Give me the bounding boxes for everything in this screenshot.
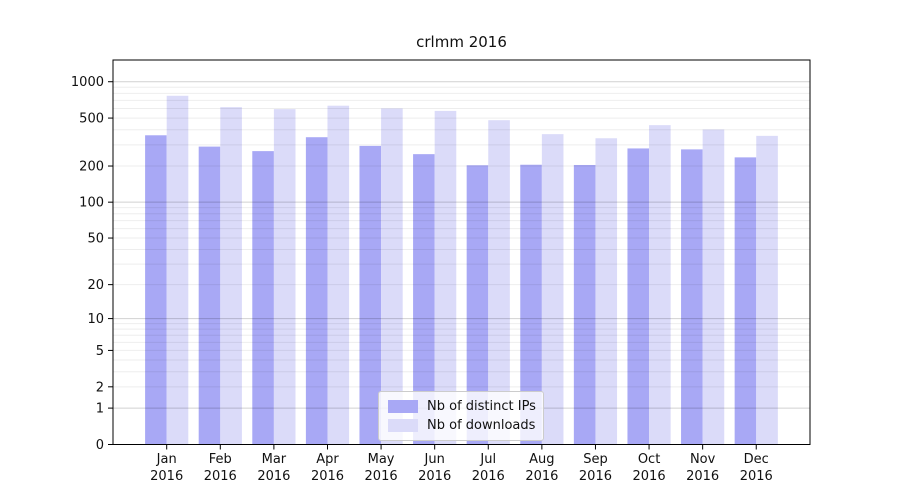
y-tick-label-1000: 1000	[71, 75, 104, 90]
bar-nb-of-distinct-ips-may-2016	[359, 145, 382, 445]
bar-nb-of-distinct-ips-feb-2016	[198, 146, 221, 445]
x-tick-label-year-mar-2016: 2016	[257, 469, 290, 484]
plot-border	[112, 59, 811, 445]
bar-nb-of-distinct-ips-apr-2016	[305, 137, 328, 445]
bar-nb-of-downloads-feb-2016	[220, 107, 242, 445]
x-tick-label-month-apr: Apr	[316, 452, 339, 467]
bar-nb-of-distinct-ips-dec-2016	[734, 157, 757, 445]
bar-nb-of-distinct-ips-mar-2016	[252, 151, 274, 445]
legend-item-distinct-ips: Nb of distinct IPs	[388, 397, 543, 416]
x-tick-label-year-may-2016: 2016	[365, 469, 398, 484]
x-tick-label-month-oct: Oct	[638, 452, 660, 467]
x-tick-label-year-oct-2016: 2016	[633, 469, 666, 484]
y-tick-label-20: 20	[87, 278, 104, 293]
y-tick-label-2: 2	[96, 380, 104, 395]
bar-nb-of-downloads-jul-2016	[488, 120, 510, 445]
bar-nb-of-downloads-apr-2016	[327, 105, 350, 445]
bar-nb-of-downloads-sep-2016	[595, 138, 618, 445]
bar-nb-of-downloads-jan-2016	[166, 95, 189, 445]
bar-nb-of-distinct-ips-nov-2016	[681, 149, 703, 445]
x-tick-label-month-nov: Nov	[690, 452, 716, 467]
y-tick-label-100: 100	[79, 196, 104, 211]
y-tick-label-0: 0	[96, 438, 104, 453]
x-tick-label-year-jan-2016: 2016	[150, 469, 183, 484]
legend-item-downloads: Nb of downloads	[388, 416, 543, 435]
x-tick-label-year-aug-2016: 2016	[525, 469, 558, 484]
legend-swatch-downloads	[388, 419, 418, 432]
bar-nb-of-distinct-ips-jul-2016	[466, 165, 489, 445]
x-tick-label-year-jun-2016: 2016	[418, 469, 451, 484]
bar-nb-of-distinct-ips-oct-2016	[627, 148, 650, 445]
x-tick-label-month-sep: Sep	[583, 452, 608, 467]
x-tick-label-year-feb-2016: 2016	[204, 469, 237, 484]
x-tick-label-month-mar: Mar	[262, 452, 287, 467]
y-tick-label-200: 200	[79, 160, 104, 175]
bar-nb-of-distinct-ips-jan-2016	[145, 135, 167, 445]
bar-nb-of-downloads-jun-2016	[434, 110, 457, 445]
legend-label-downloads: Nb of downloads	[427, 418, 536, 433]
x-tick-label-year-dec-2016: 2016	[740, 469, 773, 484]
x-tick-label-month-jan: Jan	[156, 452, 177, 467]
x-tick-label-month-jun: Jun	[424, 452, 445, 467]
bar-nb-of-downloads-mar-2016	[273, 109, 296, 445]
x-tick-label-month-aug: Aug	[529, 452, 554, 467]
bar-nb-of-downloads-oct-2016	[649, 125, 671, 445]
x-tick-label-month-dec: Dec	[744, 452, 769, 467]
legend: Nb of distinct IPs Nb of downloads	[378, 391, 544, 441]
x-tick-label-year-nov-2016: 2016	[686, 469, 719, 484]
y-tick-label-10: 10	[87, 312, 104, 327]
x-tick-label-month-feb: Feb	[209, 452, 232, 467]
bar-nb-of-downloads-nov-2016	[702, 129, 725, 445]
bar-nb-of-downloads-dec-2016	[756, 135, 778, 445]
legend-swatch-distinct-ips	[388, 400, 418, 413]
x-tick-label-month-jul: Jul	[479, 452, 496, 467]
x-tick-label-year-jul-2016: 2016	[472, 469, 505, 484]
legend-label-distinct-ips: Nb of distinct IPs	[427, 399, 536, 414]
x-tick-label-year-apr-2016: 2016	[311, 469, 344, 484]
chart-title: crlmm 2016	[416, 33, 507, 51]
x-tick-label-month-may: May	[368, 452, 395, 467]
y-tick-label-50: 50	[87, 232, 104, 247]
y-tick-label-1: 1	[96, 402, 104, 417]
x-tick-label-year-sep-2016: 2016	[579, 469, 612, 484]
y-tick-label-5: 5	[96, 344, 104, 359]
bar-nb-of-downloads-may-2016	[381, 108, 403, 445]
bar-nb-of-distinct-ips-sep-2016	[573, 164, 596, 445]
y-tick-label-500: 500	[79, 112, 104, 127]
bar-nb-of-distinct-ips-jun-2016	[413, 154, 435, 445]
bar-nb-of-distinct-ips-aug-2016	[520, 164, 542, 445]
bar-nb-of-downloads-aug-2016	[541, 134, 564, 445]
